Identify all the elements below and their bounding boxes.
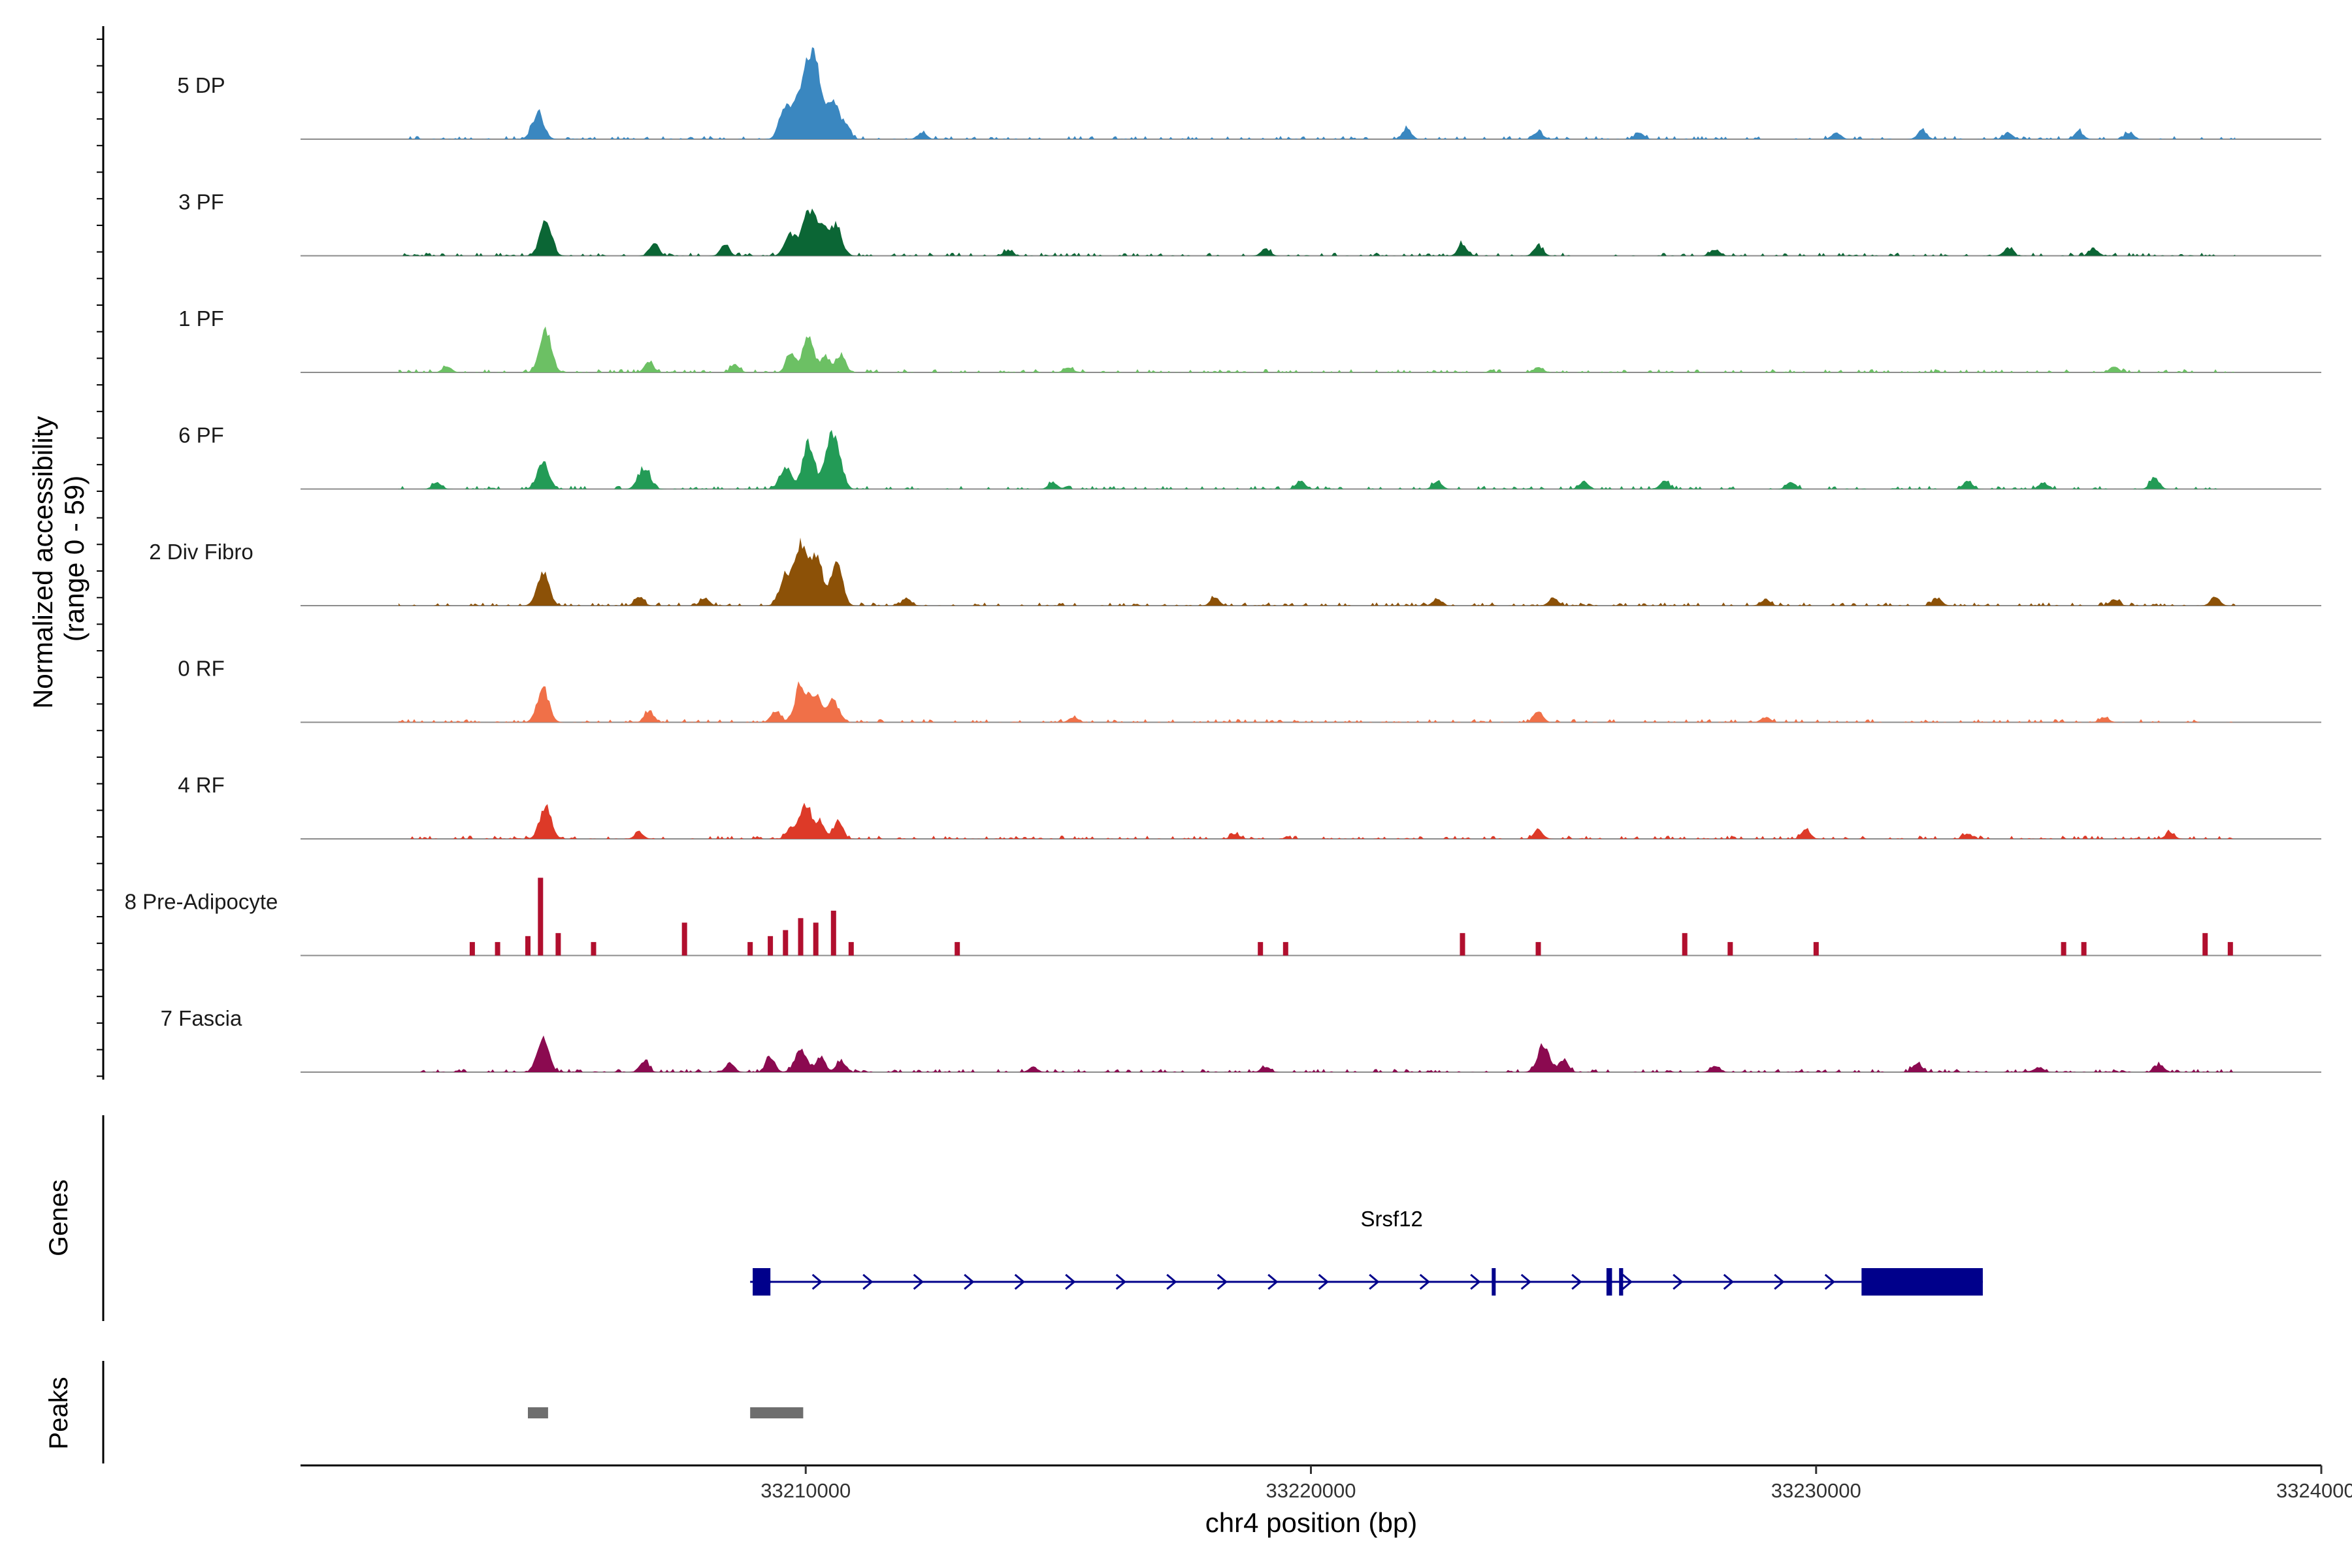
track-label: 8 Pre-Adipocyte: [125, 890, 278, 914]
peak-region: [750, 1407, 804, 1418]
accessibility-area: [399, 208, 2236, 256]
accessibility-area: [399, 537, 2236, 606]
accessibility-bar: [555, 933, 561, 956]
x-tick-label: 33210000: [760, 1479, 851, 1502]
track-label: 7 Fascia: [161, 1006, 242, 1030]
strand-arrow: [1369, 1273, 1380, 1290]
y-axis-title-line-2: (range 0 - 59): [59, 476, 90, 642]
accessibility-bar: [538, 877, 544, 956]
gene-name: Srsf12: [1361, 1207, 1423, 1231]
y-axis-title: Normalized accessibility (range 0 - 59): [27, 408, 90, 709]
x-axis-title: chr4 position (bp): [1205, 1507, 1418, 1538]
track-3-pf: 3 PF: [178, 190, 2321, 257]
strand-arrow: [1267, 1273, 1279, 1290]
strand-arrow: [1065, 1273, 1076, 1290]
accessibility-bar: [848, 941, 854, 956]
strand-arrow: [1014, 1273, 1026, 1290]
accessibility-bar: [1682, 933, 1688, 956]
accessibility-bar: [525, 936, 531, 956]
strand-arrow: [1824, 1273, 1836, 1290]
exon: [753, 1268, 771, 1296]
strand-arrow: [1774, 1273, 1785, 1290]
x-axis: 33210000 33220000 33230000 33240000: [301, 1464, 2352, 1502]
track-7-fascia: 7 Fascia: [161, 1006, 2321, 1073]
accessibility-area: [399, 802, 2236, 839]
accessibility-bar: [1727, 941, 1733, 956]
track-label: 2 Div Fibro: [149, 540, 253, 564]
accessibility-bar: [2061, 941, 2066, 956]
accessibility-bar: [813, 923, 819, 956]
genes-panel-title: Genes: [44, 1179, 73, 1256]
x-tick-label: 33240000: [2276, 1479, 2352, 1502]
exon: [1606, 1268, 1612, 1296]
strand-arrow: [964, 1273, 975, 1290]
gene-track: Srsf12: [750, 1207, 1983, 1296]
accessibility-bar: [1258, 941, 1264, 956]
strand-arrow: [1470, 1273, 1481, 1290]
strand-arrow: [1673, 1273, 1684, 1290]
accessibility-bar: [1535, 941, 1541, 956]
accessibility-bar: [783, 930, 789, 956]
strand-arrow: [1115, 1273, 1127, 1290]
strand-arrow: [1318, 1273, 1330, 1290]
exon: [1619, 1268, 1624, 1296]
track-1-pf: 1 PF: [178, 306, 2321, 373]
strand-arrow: [862, 1273, 874, 1290]
track-label: 1 PF: [178, 306, 224, 331]
accessibility-bar: [469, 941, 475, 956]
accessibility-bar: [2202, 933, 2208, 956]
track-label: 3 PF: [178, 190, 224, 214]
track-6-pf: 6 PF: [178, 423, 2321, 490]
accessibility-bar: [591, 941, 596, 956]
accessibility-bar: [768, 936, 774, 956]
x-tick-label: 33230000: [1771, 1479, 1861, 1502]
exon: [1861, 1268, 1983, 1296]
accessibility-area: [399, 681, 2236, 723]
coverage-tracks: 5 DP 3 PF 1 PF 6 PF 2 Div Fibro 0 RF 4 RF 8 Pre…: [125, 47, 2321, 1073]
strand-arrow: [1520, 1273, 1532, 1290]
track-label: 6 PF: [178, 423, 224, 448]
accessibility-area: [399, 326, 2236, 372]
strand-arrow: [1217, 1273, 1228, 1290]
peak-region: [528, 1407, 548, 1418]
track-2-div-fibro: 2 Div Fibro: [149, 537, 2321, 606]
accessibility-bar: [1460, 933, 1465, 956]
accessibility-bar: [798, 918, 804, 956]
accessibility-bar: [1813, 941, 1819, 956]
coverage-y-axis: [97, 26, 105, 1080]
strand-arrow: [1166, 1273, 1177, 1290]
y-axis-title-line-1: Normalized accessibility: [27, 416, 58, 709]
strand-arrow: [913, 1273, 924, 1290]
track-label: 5 DP: [177, 73, 225, 97]
accessibility-bar: [1282, 941, 1288, 956]
track-8-pre-adipocyte: 8 Pre-Adipocyte: [125, 877, 2321, 956]
exon: [1492, 1268, 1496, 1296]
accessibility-area: [399, 430, 2236, 489]
accessibility-bar: [2081, 941, 2087, 956]
track-label: 4 RF: [178, 773, 225, 797]
peak-track: [528, 1407, 804, 1418]
strand-arrow: [811, 1273, 823, 1290]
accessibility-bar: [2227, 941, 2233, 956]
accessibility-bar: [495, 941, 500, 956]
strand-arrow: [1723, 1273, 1735, 1290]
strand-arrow: [1571, 1273, 1582, 1290]
accessibility-area: [399, 1035, 2236, 1072]
accessibility-bar: [681, 923, 687, 956]
accessibility-bar: [955, 941, 960, 956]
x-tick-label: 33220000: [1266, 1479, 1356, 1502]
strand-arrow: [1419, 1273, 1431, 1290]
track-5-dp: 5 DP: [177, 47, 2321, 140]
track-4-rf: 4 RF: [178, 773, 2321, 840]
track-label: 0 RF: [178, 657, 225, 681]
accessibility-bar: [747, 941, 753, 956]
accessibility-bar: [830, 910, 836, 956]
peaks-panel-title: Peaks: [44, 1377, 73, 1449]
strand-arrow: [1622, 1273, 1633, 1290]
track-0-rf: 0 RF: [178, 657, 2321, 723]
accessibility-area: [399, 47, 2236, 139]
